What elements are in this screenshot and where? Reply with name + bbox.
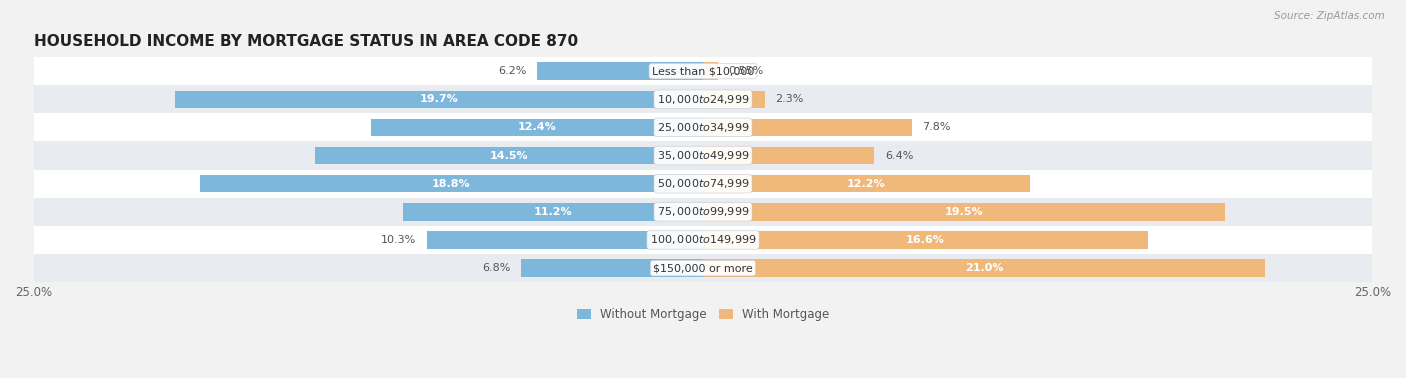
Bar — [703, 119, 912, 136]
Text: $50,000 to $74,999: $50,000 to $74,999 — [657, 177, 749, 190]
Text: Less than $10,000: Less than $10,000 — [652, 66, 754, 76]
Text: 11.2%: 11.2% — [534, 207, 572, 217]
Bar — [34, 141, 1372, 170]
Bar — [703, 175, 1029, 192]
Bar — [703, 231, 1147, 249]
Text: 12.4%: 12.4% — [517, 122, 557, 132]
Bar — [520, 259, 703, 277]
Text: $75,000 to $99,999: $75,000 to $99,999 — [657, 205, 749, 218]
Bar — [703, 259, 1265, 277]
Text: 10.3%: 10.3% — [381, 235, 416, 245]
Legend: Without Mortgage, With Mortgage: Without Mortgage, With Mortgage — [572, 304, 834, 326]
Bar — [537, 62, 703, 80]
Bar — [200, 175, 703, 192]
Bar — [703, 203, 1225, 220]
Text: $35,000 to $49,999: $35,000 to $49,999 — [657, 149, 749, 162]
Bar — [427, 231, 703, 249]
Text: 19.5%: 19.5% — [945, 207, 983, 217]
Text: 19.7%: 19.7% — [420, 94, 458, 104]
Bar — [371, 119, 703, 136]
Bar — [34, 113, 1372, 141]
Bar — [34, 226, 1372, 254]
Text: $25,000 to $34,999: $25,000 to $34,999 — [657, 121, 749, 134]
Bar — [703, 62, 717, 80]
Text: 21.0%: 21.0% — [965, 263, 1004, 273]
Text: $150,000 or more: $150,000 or more — [654, 263, 752, 273]
Text: HOUSEHOLD INCOME BY MORTGAGE STATUS IN AREA CODE 870: HOUSEHOLD INCOME BY MORTGAGE STATUS IN A… — [34, 34, 578, 49]
Bar — [34, 254, 1372, 282]
Text: Source: ZipAtlas.com: Source: ZipAtlas.com — [1274, 11, 1385, 21]
Text: 6.4%: 6.4% — [886, 150, 914, 161]
Text: 16.6%: 16.6% — [905, 235, 945, 245]
Bar — [176, 90, 703, 108]
Text: 18.8%: 18.8% — [432, 179, 471, 189]
Bar — [34, 170, 1372, 198]
Text: $10,000 to $24,999: $10,000 to $24,999 — [657, 93, 749, 106]
Text: 6.8%: 6.8% — [482, 263, 510, 273]
Bar — [703, 90, 765, 108]
Bar — [34, 198, 1372, 226]
Bar — [703, 147, 875, 164]
Text: 7.8%: 7.8% — [922, 122, 950, 132]
Text: 0.55%: 0.55% — [728, 66, 763, 76]
Bar — [34, 85, 1372, 113]
Text: 6.2%: 6.2% — [498, 66, 526, 76]
Text: $100,000 to $149,999: $100,000 to $149,999 — [650, 234, 756, 246]
Text: 12.2%: 12.2% — [846, 179, 886, 189]
Bar — [34, 57, 1372, 85]
Text: 14.5%: 14.5% — [489, 150, 529, 161]
Bar — [404, 203, 703, 220]
Text: 2.3%: 2.3% — [775, 94, 804, 104]
Bar — [315, 147, 703, 164]
